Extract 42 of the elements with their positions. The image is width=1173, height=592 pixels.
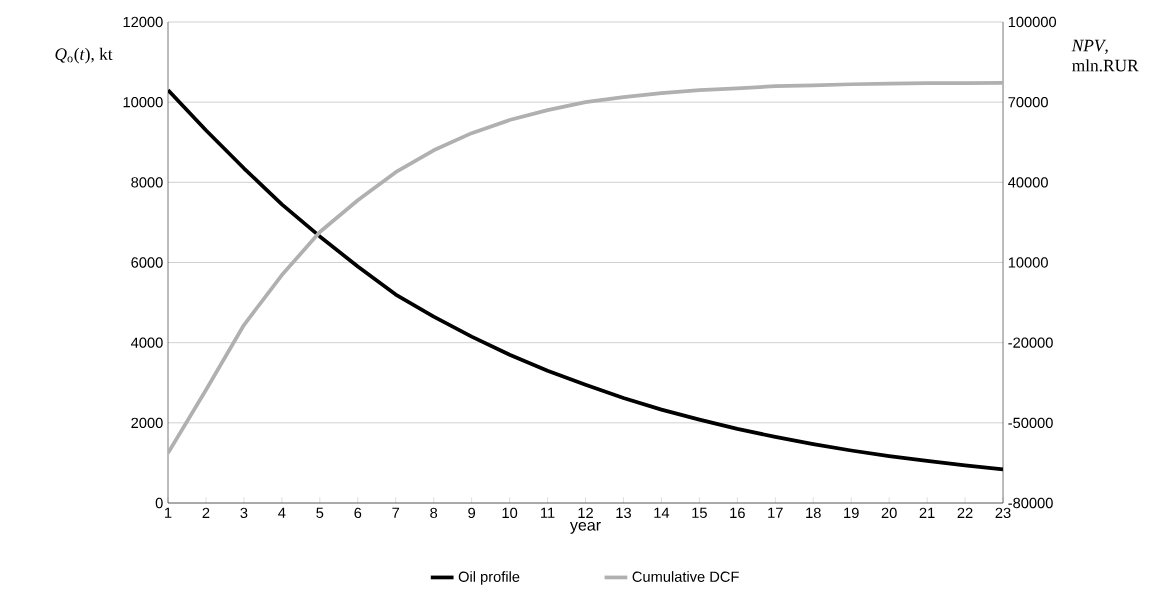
y2-tick-label: 40000	[1008, 177, 1048, 188]
x-axis-title: year	[569, 521, 601, 534]
y2-tick-label: -50000	[1008, 417, 1053, 429]
y-tick-label: 12000	[123, 16, 163, 28]
legend-label: Oil profile	[458, 571, 520, 585]
y-tick-label: 4000	[131, 337, 163, 348]
x-tick-label: 5	[316, 507, 324, 518]
x-tick-label: 1	[165, 507, 172, 518]
x-tick-label: 20	[881, 507, 897, 519]
x-tick-label: 21	[919, 507, 935, 518]
y-tick-label: 0	[155, 497, 163, 509]
x-tick-label: 7	[392, 507, 400, 518]
x-tick-label: 17	[768, 507, 783, 518]
legend-label: Cumulative DCF	[632, 571, 739, 582]
y-tick-label: 8000	[131, 177, 163, 188]
y-tick-label: 2000	[131, 417, 163, 429]
y2-tick-label: 10000	[1008, 257, 1048, 268]
x-tick-label: 15	[692, 507, 707, 518]
x-tick-label: 14	[654, 507, 670, 518]
x-tick-label: 22	[957, 507, 973, 518]
y2-tick-label: -80000	[1008, 497, 1053, 509]
x-tick-label: 6	[354, 507, 362, 519]
x-tick-label: 13	[616, 507, 631, 519]
x-tick-label: 23	[995, 507, 1011, 519]
x-tick-label: 18	[806, 507, 821, 519]
y2-tick-label: -20000	[1008, 337, 1053, 348]
y-tick-label: 6000	[131, 257, 163, 268]
y-axis-title: Q$_{o}$(t), kt	[55, 47, 113, 64]
y2-tick-label: 70000	[1008, 96, 1048, 108]
x-tick-label: 16	[730, 507, 745, 519]
x-tick-label: 3	[240, 507, 248, 519]
x-tick-label: 12	[578, 507, 593, 518]
x-tick-label: 11	[541, 507, 555, 518]
y2-tick-label: 100000	[1008, 16, 1057, 28]
x-tick-label: 8	[430, 507, 438, 519]
x-tick-label: 9	[468, 507, 476, 519]
x-tick-label: 4	[278, 507, 286, 518]
x-tick-label: 19	[844, 507, 859, 519]
x-tick-label: 10	[502, 507, 518, 519]
x-tick-label: 2	[202, 507, 210, 518]
y-tick-label: 10000	[123, 96, 163, 108]
y2-axis-title: NPV, mln.RUR	[1071, 39, 1139, 72]
